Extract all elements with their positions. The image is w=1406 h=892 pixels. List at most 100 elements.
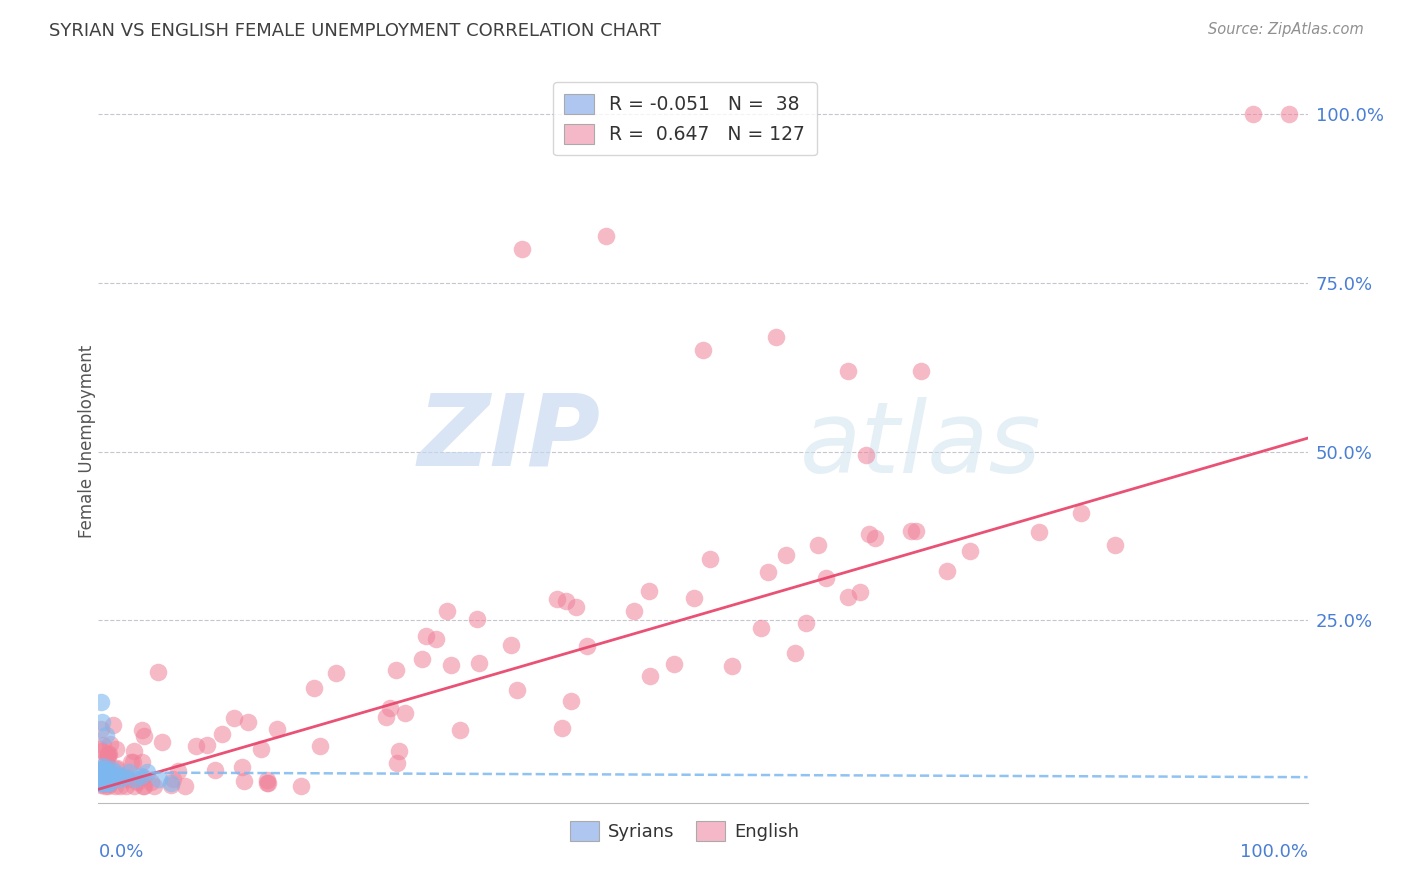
Point bbox=[623, 603, 645, 617]
Point bbox=[560, 693, 582, 707]
Point bbox=[124, 779, 146, 793]
Point bbox=[98, 737, 121, 751]
Point bbox=[775, 548, 797, 562]
Point bbox=[160, 775, 183, 789]
Point bbox=[89, 742, 111, 756]
Point bbox=[96, 769, 118, 783]
Point bbox=[104, 779, 127, 793]
Point bbox=[146, 665, 169, 680]
Point bbox=[756, 565, 779, 579]
Point bbox=[394, 706, 416, 721]
Point bbox=[837, 590, 859, 604]
Point bbox=[107, 769, 129, 783]
Point bbox=[131, 755, 153, 769]
Text: 0.0%: 0.0% bbox=[98, 843, 143, 861]
Point bbox=[904, 524, 927, 538]
Point bbox=[91, 775, 114, 789]
Point bbox=[204, 763, 226, 777]
Point bbox=[959, 544, 981, 558]
Point bbox=[94, 728, 117, 742]
Point bbox=[97, 779, 120, 793]
Point bbox=[638, 669, 661, 683]
Point bbox=[565, 599, 588, 614]
Point bbox=[93, 775, 115, 789]
Point bbox=[139, 774, 162, 789]
Point bbox=[162, 772, 184, 786]
Point bbox=[837, 364, 859, 378]
Point bbox=[720, 659, 742, 673]
Point bbox=[94, 772, 117, 787]
Point bbox=[117, 772, 139, 787]
Point bbox=[506, 682, 529, 697]
Point bbox=[195, 738, 218, 752]
Point bbox=[936, 564, 959, 578]
Point bbox=[104, 742, 127, 756]
Point bbox=[97, 772, 120, 787]
Point bbox=[100, 772, 122, 787]
Point bbox=[90, 778, 112, 792]
Point bbox=[900, 524, 922, 538]
Point bbox=[683, 591, 706, 606]
Point bbox=[222, 710, 245, 724]
Point bbox=[100, 762, 122, 776]
Point bbox=[98, 777, 121, 791]
Point bbox=[385, 663, 408, 677]
Point bbox=[1070, 507, 1092, 521]
Point bbox=[855, 448, 877, 462]
Point bbox=[374, 709, 396, 723]
Point bbox=[436, 604, 458, 618]
Point bbox=[110, 769, 132, 783]
Point bbox=[96, 761, 118, 775]
Legend: Syrians, English: Syrians, English bbox=[564, 814, 807, 848]
Point bbox=[131, 770, 153, 784]
Point bbox=[256, 772, 278, 787]
Point bbox=[134, 729, 156, 743]
Point bbox=[129, 769, 152, 783]
Point bbox=[290, 779, 312, 793]
Point bbox=[90, 769, 112, 783]
Point bbox=[91, 765, 114, 780]
Point bbox=[167, 764, 190, 778]
Point bbox=[595, 228, 617, 243]
Point bbox=[91, 772, 114, 787]
Point bbox=[499, 638, 522, 652]
Text: ZIP: ZIP bbox=[418, 390, 600, 486]
Point bbox=[135, 765, 157, 780]
Point bbox=[118, 765, 141, 780]
Point bbox=[256, 776, 278, 790]
Point bbox=[465, 612, 488, 626]
Point bbox=[96, 773, 118, 788]
Point bbox=[98, 747, 121, 761]
Point bbox=[89, 772, 111, 787]
Point bbox=[785, 646, 807, 660]
Point bbox=[415, 629, 437, 643]
Point bbox=[90, 744, 112, 758]
Point bbox=[554, 594, 576, 608]
Point bbox=[765, 330, 787, 344]
Point bbox=[510, 242, 533, 256]
Point bbox=[97, 747, 120, 761]
Text: 100.0%: 100.0% bbox=[1240, 843, 1308, 861]
Point bbox=[122, 755, 145, 769]
Point bbox=[692, 343, 714, 358]
Point bbox=[90, 722, 112, 736]
Point bbox=[110, 779, 132, 793]
Point bbox=[91, 758, 114, 772]
Point bbox=[385, 756, 408, 771]
Point bbox=[411, 652, 433, 666]
Point bbox=[124, 772, 146, 787]
Point bbox=[91, 714, 114, 729]
Point bbox=[107, 761, 129, 775]
Point bbox=[90, 775, 112, 789]
Point bbox=[93, 779, 115, 793]
Text: atlas: atlas bbox=[800, 397, 1042, 493]
Point bbox=[90, 694, 112, 708]
Point bbox=[858, 527, 880, 541]
Point bbox=[104, 772, 127, 786]
Point bbox=[111, 769, 134, 783]
Point bbox=[143, 779, 166, 793]
Point bbox=[302, 681, 325, 695]
Point bbox=[122, 744, 145, 758]
Point bbox=[551, 721, 574, 735]
Point bbox=[1278, 107, 1301, 121]
